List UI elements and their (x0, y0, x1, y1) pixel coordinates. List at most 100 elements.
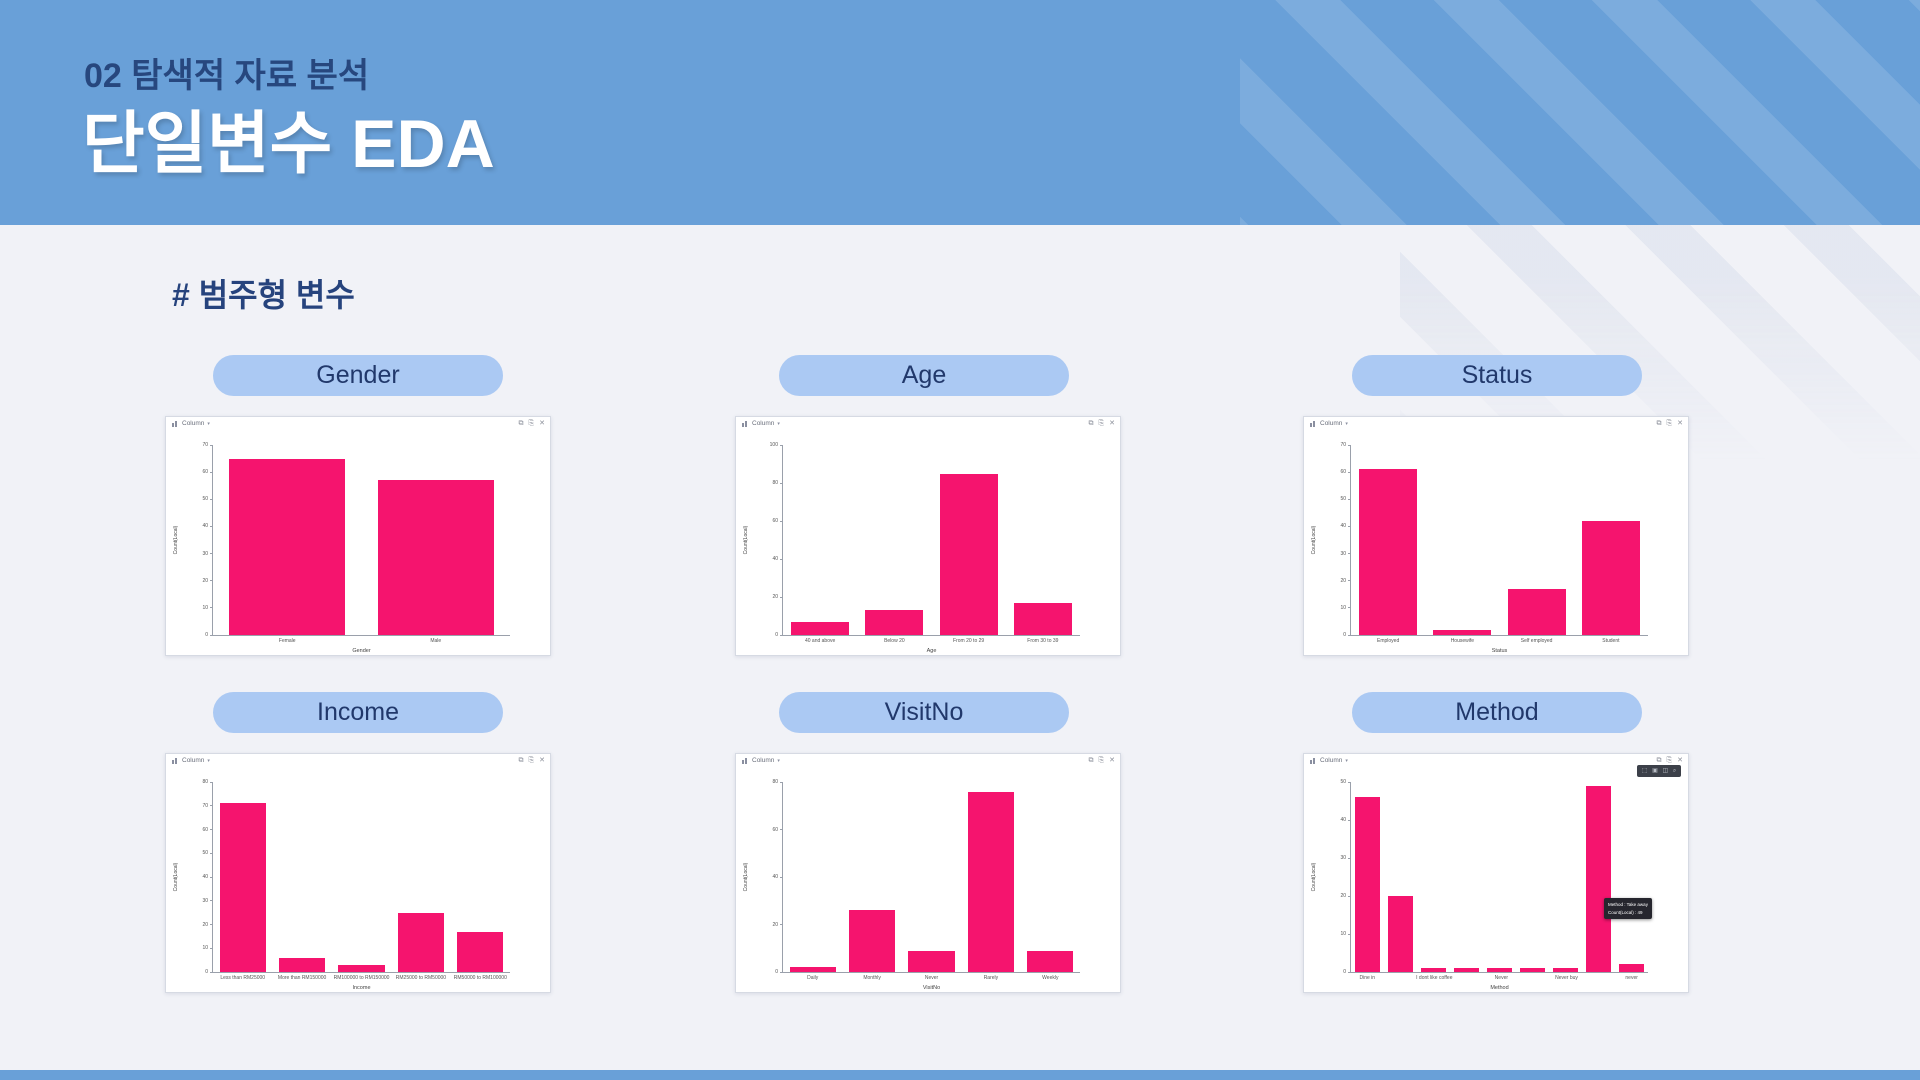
bar-slot (1006, 445, 1080, 635)
y-tick-mark (1348, 525, 1351, 527)
zoom-icon[interactable]: ⌕ (1672, 768, 1677, 774)
y-axis-title: Count(Local) (1311, 862, 1317, 892)
y-tick-mark (1348, 933, 1351, 935)
y-tick-mark (780, 482, 783, 484)
y-tick-label: 20 (202, 577, 208, 584)
x-axis-title: Method (1490, 985, 1509, 991)
x-tick-label: Male (430, 638, 442, 644)
bar[interactable] (377, 480, 494, 635)
bar[interactable] (967, 791, 1015, 972)
y-tick-label: 0 (1343, 632, 1346, 638)
close-icon[interactable]: ✕ (1109, 757, 1115, 764)
x-tick-label: Never buy (1555, 975, 1578, 981)
chart-type-selector[interactable]: Column ▾ (1310, 757, 1348, 765)
tooltip-category-line: Method : Take away (1608, 902, 1648, 907)
y-tick-label: 70 (202, 802, 208, 809)
y-tick-label: 10 (202, 604, 208, 611)
copy-icon[interactable]: ⧉ (1088, 420, 1094, 427)
bar[interactable] (1507, 588, 1566, 635)
y-tick-mark (210, 924, 213, 925)
y-tick-label: 60 (202, 826, 208, 833)
x-tick-label (1583, 975, 1616, 981)
export-icon[interactable]: ⎘ (1098, 757, 1105, 764)
x-tick-label: Never (1494, 975, 1509, 981)
bar-chart-plot: 0 20 40 60 80 100 40 and above Below 20 From 20 … (743, 442, 1080, 654)
y-tick-mark (210, 553, 213, 555)
chart-type-selector[interactable]: Column ▾ (172, 757, 210, 765)
y-tick-label: 20 (202, 921, 208, 928)
y-tick-label: 50 (202, 850, 208, 857)
chart-type-selector[interactable]: Column ▾ (172, 420, 210, 428)
bar[interactable] (219, 803, 266, 972)
toolbar-icon[interactable]: ⬚ (1641, 768, 1648, 774)
y-tick-label: 80 (202, 779, 208, 785)
y-tick-label: 50 (1340, 779, 1346, 785)
y-tick-mark (210, 852, 213, 854)
y-tick-label: 80 (772, 480, 778, 486)
close-icon[interactable]: ✕ (1677, 757, 1683, 764)
export-icon[interactable]: ⎘ (528, 420, 535, 427)
bar[interactable] (791, 621, 850, 635)
export-icon[interactable]: ⎘ (1098, 420, 1105, 427)
y-tick-mark (1348, 634, 1351, 636)
bar[interactable] (457, 931, 504, 972)
y-tick-mark (1348, 444, 1351, 446)
bar-slot (783, 445, 857, 635)
bar[interactable] (278, 957, 326, 972)
copy-icon[interactable]: ⧉ (1088, 757, 1094, 764)
bar[interactable] (397, 912, 445, 972)
bar[interactable] (908, 950, 955, 972)
bar[interactable] (338, 964, 385, 972)
copy-icon[interactable]: ⧉ (1656, 757, 1662, 764)
y-tick-mark (780, 781, 783, 783)
bar[interactable] (1013, 602, 1072, 635)
bar-chart-plot: 0 20 40 60 80 Daily Monthly Never Rarely Weekly Vi… (743, 779, 1080, 991)
export-icon[interactable]: ⎘ (528, 757, 535, 764)
toolbar-icon[interactable]: ◫ (1662, 768, 1669, 774)
close-icon[interactable]: ✕ (539, 420, 545, 427)
y-tick-label: 0 (205, 969, 208, 975)
x-tick-label: Self employed (1520, 638, 1553, 644)
slide-title: 단일변수 EDA (82, 106, 495, 182)
bar[interactable] (1359, 469, 1418, 635)
y-tick-label: 60 (1340, 469, 1346, 476)
copy-icon[interactable]: ⧉ (518, 420, 524, 427)
export-icon[interactable]: ⎘ (1666, 757, 1673, 764)
bar[interactable] (1027, 950, 1074, 972)
chart-type-selector[interactable]: Column ▾ (1310, 420, 1348, 428)
bar[interactable] (1581, 521, 1640, 635)
chart-type-selector[interactable]: Column ▾ (742, 420, 780, 428)
x-tick-label (1518, 975, 1551, 981)
bar[interactable] (1486, 968, 1513, 972)
bar[interactable] (848, 910, 896, 972)
bar-slot (932, 445, 1006, 635)
chart-type-selector[interactable]: Column ▾ (742, 757, 780, 765)
y-tick-mark (1348, 498, 1351, 500)
bar[interactable] (1552, 968, 1579, 972)
copy-icon[interactable]: ⧉ (518, 757, 524, 764)
bar[interactable] (1433, 629, 1492, 635)
bar[interactable] (1354, 797, 1381, 972)
bar[interactable] (229, 458, 346, 635)
bar[interactable] (1420, 968, 1447, 972)
bar[interactable] (1453, 968, 1480, 972)
toolbar-icon[interactable]: ▣ (1652, 768, 1658, 774)
x-tick-label: Monthly (863, 975, 881, 981)
close-icon[interactable]: ✕ (1677, 420, 1683, 427)
bar[interactable] (789, 967, 836, 972)
bar[interactable] (1519, 968, 1546, 972)
x-tick-label: Less than RM25000 (220, 975, 266, 981)
bar[interactable] (1585, 785, 1612, 972)
x-tick-labels: Female Male (213, 638, 510, 644)
column-chart-icon (1310, 758, 1317, 765)
chart-window-gender: Column ▾ ⧉ ⎘ ✕ 0 10 20 30 40 50 60 70 Female Male… (165, 416, 551, 656)
bar[interactable] (865, 610, 924, 635)
export-icon[interactable]: ⎘ (1666, 420, 1673, 427)
bar[interactable] (939, 473, 998, 635)
close-icon[interactable]: ✕ (1109, 420, 1115, 427)
copy-icon[interactable]: ⧉ (1656, 420, 1662, 427)
bar[interactable] (1387, 896, 1414, 972)
close-icon[interactable]: ✕ (539, 757, 545, 764)
bar[interactable] (1618, 964, 1645, 972)
bar-slot (1384, 782, 1417, 972)
